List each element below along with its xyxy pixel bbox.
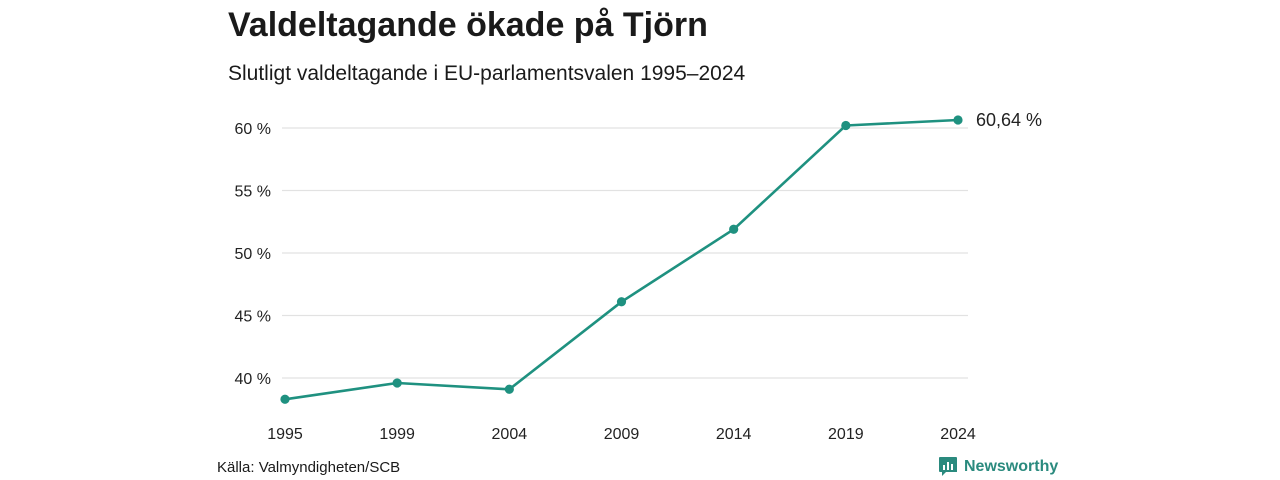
gridlines xyxy=(282,127,968,379)
chart-subtitle: Slutligt valdeltagande i EU-parlamentsva… xyxy=(228,62,746,85)
data-point xyxy=(729,224,739,234)
data-point xyxy=(504,384,514,394)
brand-logo: Newsworthy xyxy=(938,456,1058,478)
x-tick-label: 2004 xyxy=(492,426,528,443)
data-point xyxy=(616,297,627,307)
y-tick-label: 40 % xyxy=(235,371,271,388)
end-value-label: 60,64 % xyxy=(976,110,1042,130)
brand-name: Newsworthy xyxy=(964,458,1059,475)
y-tick-label: 60 % xyxy=(235,121,271,138)
x-tick-label: 2019 xyxy=(828,426,864,443)
x-axis-ticks: 1995 1999 2004 2009 2014 2019 2024 xyxy=(267,426,976,443)
series-line xyxy=(284,118,959,401)
data-points xyxy=(280,115,963,404)
newsworthy-logo-icon xyxy=(939,457,957,476)
chart-title: Valdeltagande ökade på Tjörn xyxy=(228,6,708,44)
source-note: Källa: Valmyndigheten/SCB xyxy=(217,459,401,476)
y-tick-label: 45 % xyxy=(235,309,271,326)
data-point xyxy=(280,394,290,404)
data-point xyxy=(392,378,402,388)
x-tick-label: 2014 xyxy=(716,426,752,443)
x-tick-label: 2009 xyxy=(604,426,640,443)
y-axis-ticks: 40 % 45 % 50 % 55 % 60 % xyxy=(235,121,271,388)
data-point xyxy=(841,120,851,131)
x-tick-label: 1999 xyxy=(379,426,415,443)
y-tick-label: 50 % xyxy=(235,246,271,263)
data-point xyxy=(953,115,963,125)
x-tick-label: 2024 xyxy=(940,426,976,443)
x-tick-label: 1995 xyxy=(267,426,303,443)
y-tick-label: 55 % xyxy=(235,184,271,201)
